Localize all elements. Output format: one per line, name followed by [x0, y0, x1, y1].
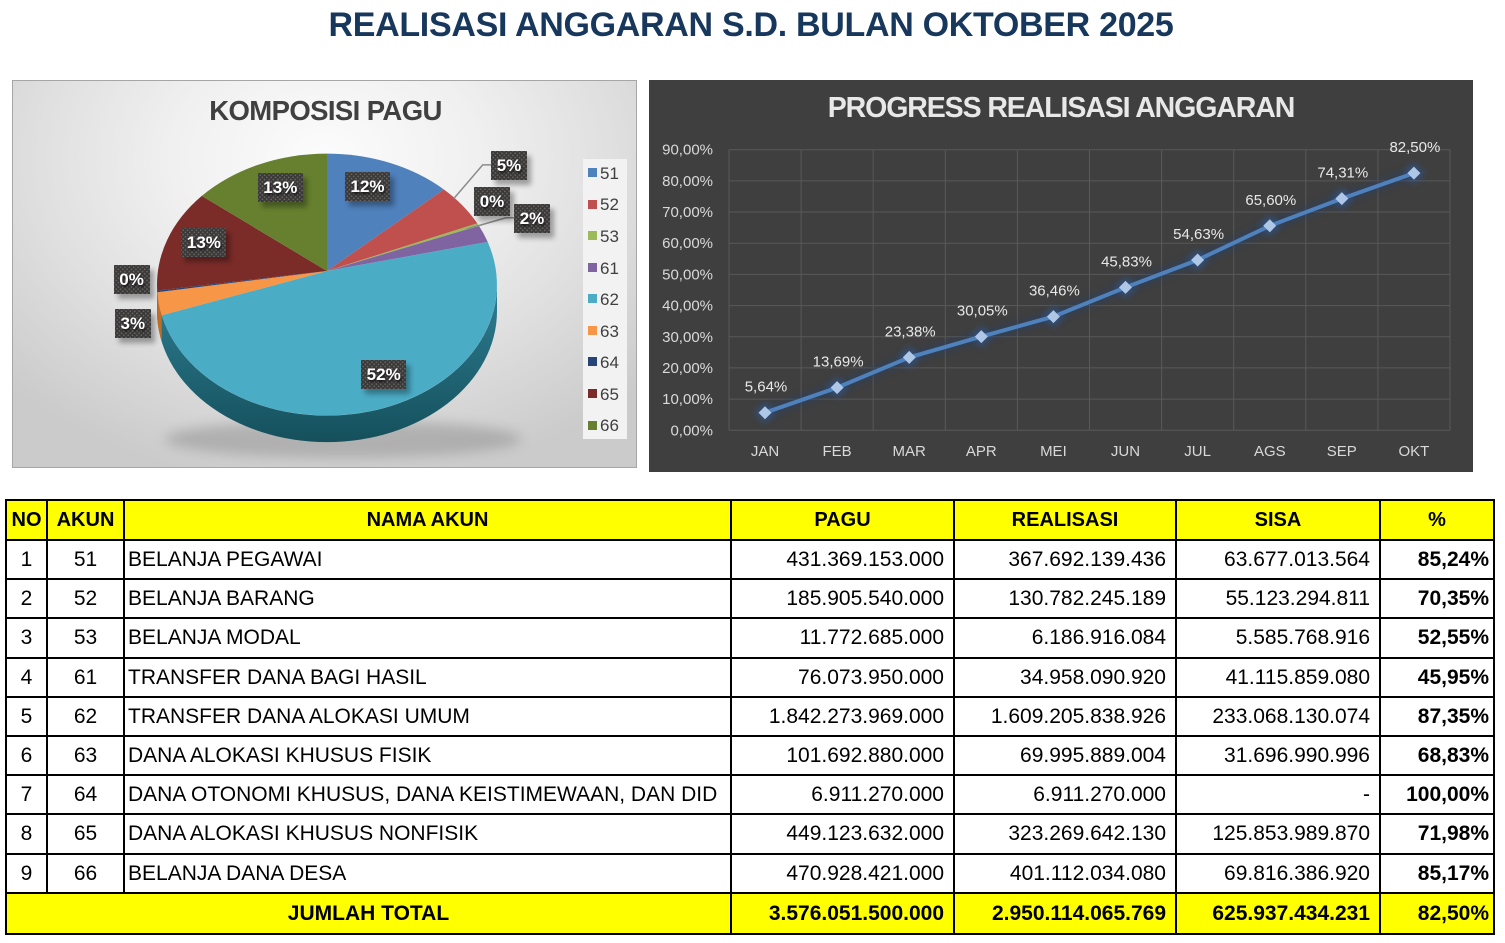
svg-text:MAR: MAR	[893, 443, 927, 460]
svg-text:23,38%: 23,38%	[885, 323, 936, 340]
svg-text:APR: APR	[966, 443, 997, 460]
svg-text:70,00%: 70,00%	[662, 204, 713, 221]
svg-text:50,00%: 50,00%	[662, 266, 713, 283]
svg-text:65,60%: 65,60%	[1245, 192, 1296, 209]
svg-text:FEB: FEB	[823, 443, 852, 460]
svg-text:36,46%: 36,46%	[1029, 283, 1080, 300]
svg-text:30,00%: 30,00%	[662, 329, 713, 346]
svg-text:0,00%: 0,00%	[670, 422, 713, 439]
svg-text:MEI: MEI	[1040, 443, 1067, 460]
svg-text:74,31%: 74,31%	[1317, 165, 1368, 182]
svg-text:JUL: JUL	[1184, 443, 1211, 460]
svg-text:30,05%: 30,05%	[957, 303, 1008, 320]
svg-text:90,00%: 90,00%	[662, 142, 713, 159]
svg-text:82,50%: 82,50%	[1389, 139, 1440, 156]
svg-text:45,83%: 45,83%	[1101, 253, 1152, 270]
svg-text:13,69%: 13,69%	[813, 354, 864, 371]
svg-text:54,63%: 54,63%	[1173, 226, 1224, 243]
svg-text:5,64%: 5,64%	[745, 379, 788, 396]
svg-text:80,00%: 80,00%	[662, 173, 713, 190]
svg-text:JUN: JUN	[1111, 443, 1140, 460]
svg-text:JAN: JAN	[751, 443, 779, 460]
svg-text:AGS: AGS	[1254, 443, 1286, 460]
svg-text:10,00%: 10,00%	[662, 391, 713, 408]
svg-text:20,00%: 20,00%	[662, 360, 713, 377]
svg-text:SEP: SEP	[1327, 443, 1357, 460]
svg-text:OKT: OKT	[1398, 443, 1429, 460]
svg-text:60,00%: 60,00%	[662, 235, 713, 252]
svg-text:40,00%: 40,00%	[662, 298, 713, 315]
